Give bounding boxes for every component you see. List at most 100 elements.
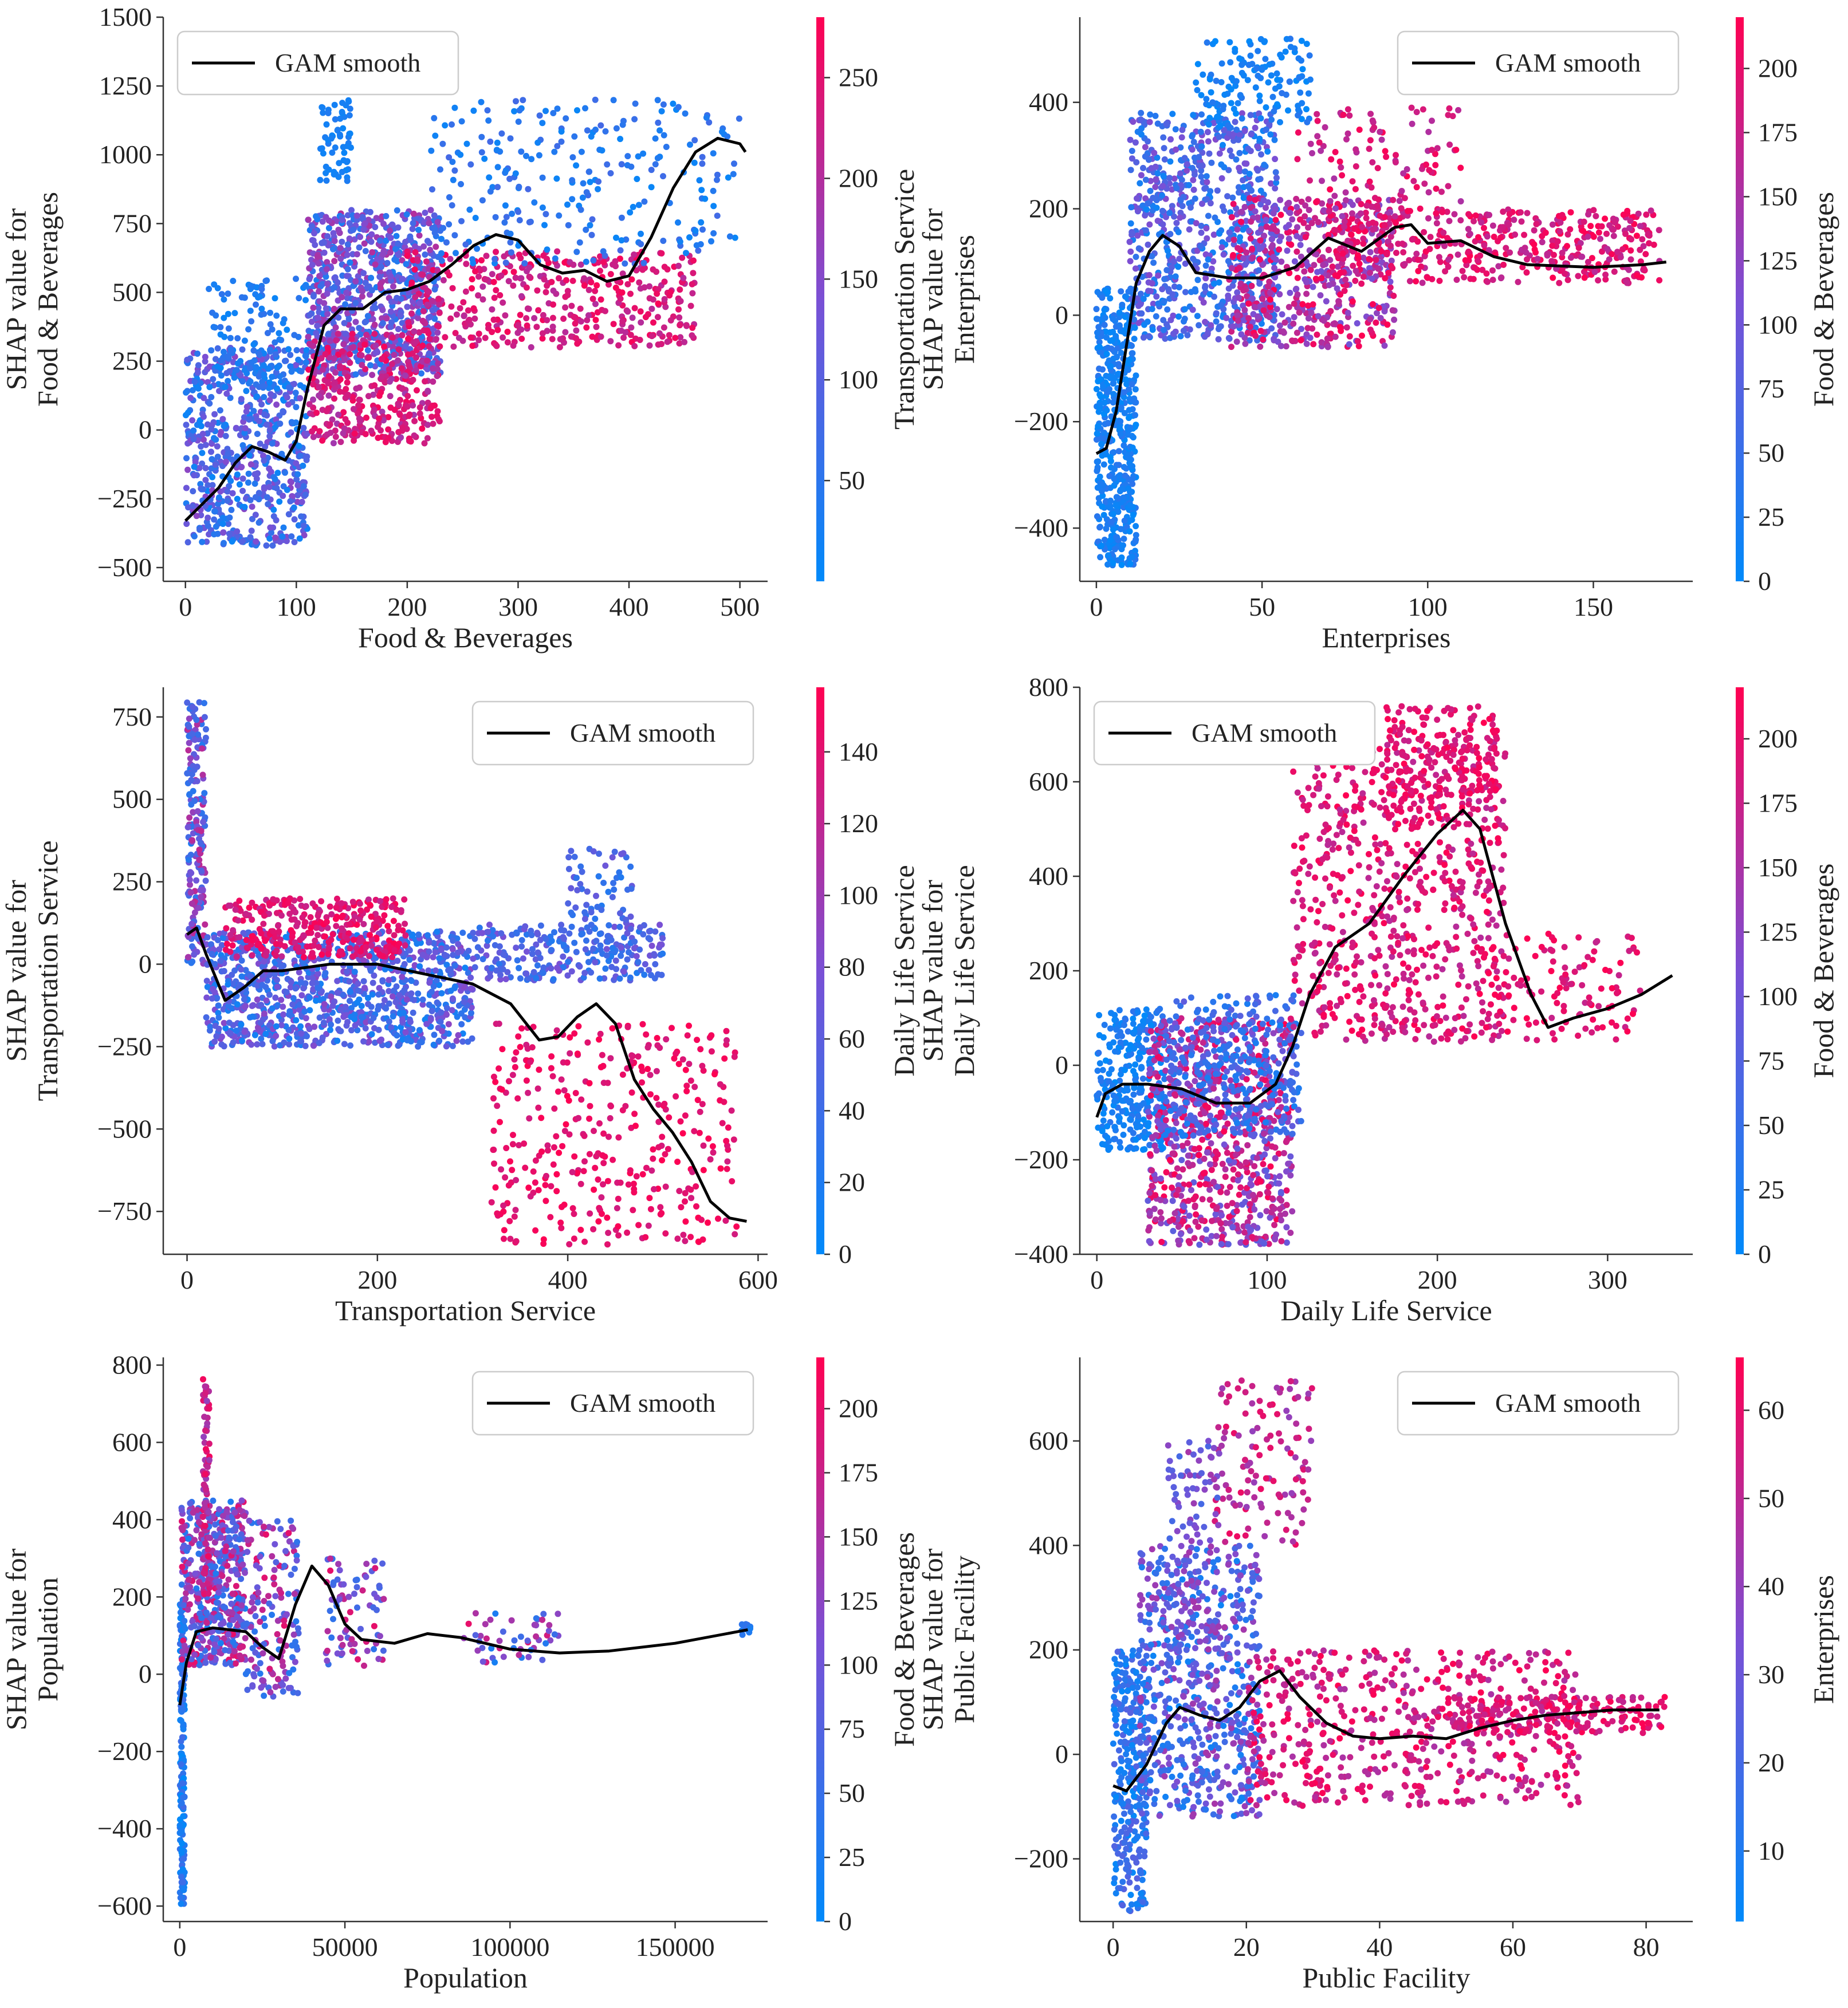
scatter-point (1266, 61, 1273, 68)
scatter-point (1544, 250, 1551, 257)
scatter-point (266, 379, 273, 386)
scatter-point (636, 279, 643, 286)
scatter-point (221, 423, 227, 430)
scatter-point (493, 342, 500, 349)
scatter-point (272, 351, 279, 358)
scatter-point (1260, 307, 1267, 314)
scatter-point (613, 125, 620, 132)
scatter-point (376, 273, 383, 280)
scatter-point (1523, 269, 1530, 276)
scatter-point (1230, 252, 1237, 258)
scatter-point (295, 522, 302, 529)
scatter-point (1517, 209, 1524, 216)
scatter-point (1639, 236, 1646, 243)
scatter-point (518, 336, 525, 342)
scatter-point (1260, 197, 1267, 204)
scatter-point (1146, 271, 1153, 278)
scatter-point (502, 167, 509, 174)
scatter-point (1190, 176, 1197, 183)
scatter-point (539, 120, 546, 127)
scatter-point (378, 263, 385, 270)
scatter-point (558, 138, 565, 145)
scatter-point (1500, 224, 1507, 231)
scatter-point (377, 237, 383, 244)
scatter-point (331, 101, 338, 108)
scatter-point (1336, 324, 1343, 330)
scatter-point (1205, 121, 1212, 128)
scatter-point (325, 373, 332, 380)
scatter-point (631, 251, 638, 258)
scatter-point (403, 261, 410, 267)
scatter-point (1642, 251, 1649, 258)
scatter-point (422, 251, 428, 258)
scatter-point (1293, 248, 1300, 255)
scatter-point (1127, 258, 1134, 265)
scatter-point (427, 246, 434, 253)
scatter-point (691, 137, 698, 144)
scatter-point (358, 352, 365, 359)
scatter-point (224, 446, 231, 452)
scatter-point (272, 475, 278, 482)
scatter-point (1134, 208, 1141, 214)
scatter-point (243, 408, 250, 415)
scatter-point (412, 294, 419, 301)
scatter-point (675, 262, 682, 269)
scatter-point (225, 325, 232, 332)
scatter-point (394, 294, 400, 301)
scatter-point (220, 529, 226, 536)
scatter-point (493, 147, 500, 153)
scatter-point (341, 356, 348, 363)
scatter-point (455, 334, 462, 341)
scatter-point (340, 144, 347, 151)
scatter-point (369, 372, 376, 379)
scatter-point (1579, 253, 1586, 260)
scatter-point (1125, 288, 1132, 295)
scatter-point (309, 381, 316, 388)
scatter-point (624, 153, 631, 160)
scatter-point (258, 401, 265, 408)
scatter-point (1548, 258, 1555, 265)
scatter-point (1189, 133, 1196, 140)
scatter-point (1481, 242, 1488, 249)
scatter-point (1489, 277, 1496, 284)
scatter-point (316, 288, 323, 295)
scatter-point (1097, 393, 1104, 400)
scatter-point (1357, 210, 1364, 217)
scatter-point (1208, 159, 1215, 166)
scatter-point (652, 135, 659, 142)
scatter-point (339, 109, 345, 115)
scatter-point (264, 494, 270, 501)
scatter-point (1197, 128, 1204, 135)
scatter-point (1201, 185, 1208, 192)
scatter-point (252, 511, 259, 518)
scatter-point (1318, 275, 1325, 282)
x-axis-label: Food & Beverages (358, 621, 573, 653)
scatter-point (583, 324, 590, 331)
scatter-point (1197, 243, 1204, 250)
scatter-point (1602, 271, 1609, 278)
scatter-point (1161, 145, 1167, 152)
scatter-point (323, 305, 329, 312)
scatter-point (1634, 272, 1641, 279)
scatter-point (1218, 244, 1225, 251)
colorbar-tick-label: 250 (839, 63, 878, 92)
scatter-point (1484, 233, 1491, 240)
scatter-point (1367, 326, 1374, 333)
scatter-point (573, 327, 580, 334)
scatter-point (1114, 494, 1120, 501)
scatter-point (1611, 268, 1618, 275)
scatter-point (551, 148, 558, 155)
scatter-point (1414, 238, 1421, 245)
scatter-point (324, 290, 331, 297)
scatter-point (352, 300, 359, 306)
scatter-point (225, 290, 231, 297)
scatter-point (310, 342, 317, 349)
scatter-point (1126, 477, 1133, 483)
scatter-point (247, 534, 254, 541)
scatter-point (388, 319, 395, 326)
scatter-point (1360, 241, 1367, 247)
scatter-point (431, 115, 438, 121)
scatter-point (1153, 313, 1159, 320)
scatter-point (416, 232, 423, 239)
scatter-point (1249, 254, 1256, 261)
